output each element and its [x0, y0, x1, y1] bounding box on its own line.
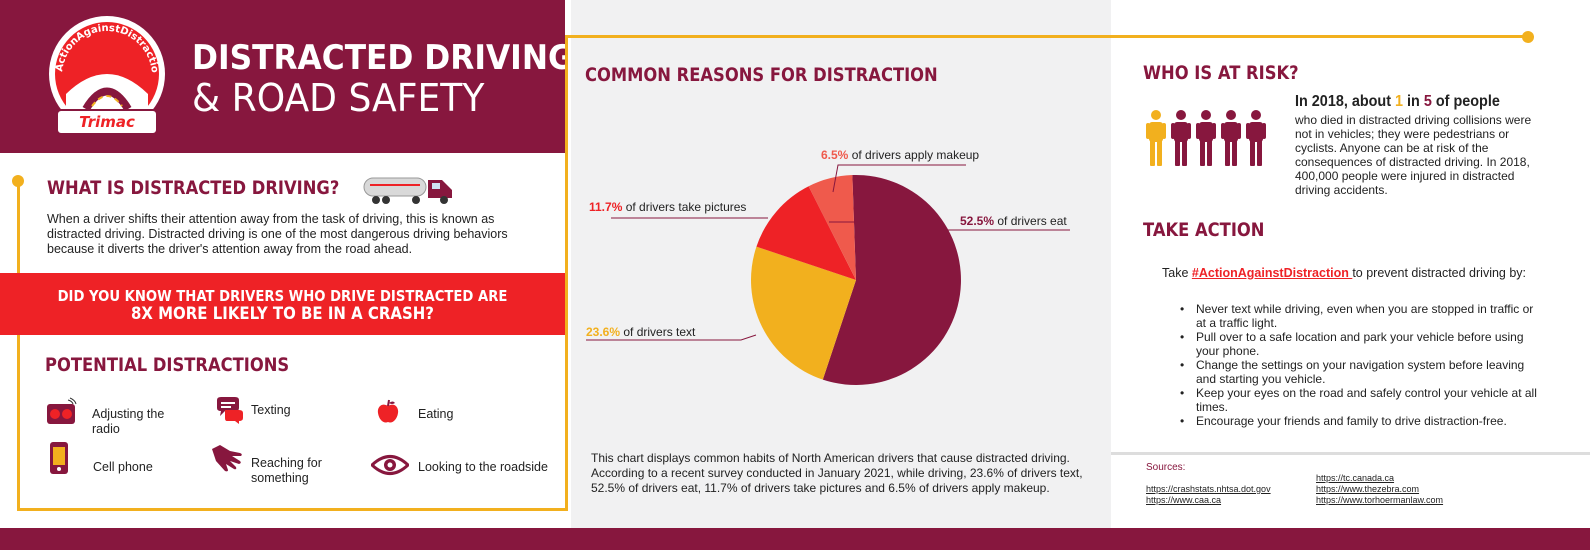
gold-dot-left — [12, 175, 24, 187]
risk-stat-headline: In 2018, about 1 in 5 of people — [1295, 93, 1500, 110]
page-title-line1: DISTRACTED DRIVING — [192, 38, 574, 78]
take-action-list: Never text while driving, even when you … — [1180, 302, 1540, 430]
take-action-intro: Take #ActionAgainstDistraction to preven… — [1162, 266, 1527, 280]
distraction-label-texting: Texting — [251, 403, 291, 417]
did-you-know-line2: 8X MORE LIKELY TO BE IN A CRASH? — [131, 304, 434, 324]
distraction-label-cell-phone: Cell phone — [93, 460, 153, 474]
pie-slice-pictures — [756, 186, 856, 280]
distraction-label-roadside: Looking to the roadside — [418, 460, 548, 474]
pie-label-pictures: 11.7% of drivers take pictures — [589, 200, 747, 214]
gold-frame-bottom — [17, 508, 568, 511]
leader-line-texting — [586, 334, 757, 341]
person-icon — [1221, 110, 1241, 166]
tanker-truck-icon — [363, 177, 452, 204]
chat-bubbles-icon — [217, 397, 243, 424]
sources-label: Sources: — [1146, 462, 1186, 473]
distraction-pie-chart — [586, 164, 1070, 385]
list-item: Encourage your friends and family to dri… — [1180, 414, 1540, 429]
take-action-heading: TAKE ACTION — [1143, 219, 1265, 241]
action-against-distraction-logo: #ActionAgainstDistraction Trimac — [46, 14, 165, 135]
risk-body: who died in distracted driving collision… — [1295, 113, 1532, 197]
pie-slice-makeup — [808, 175, 856, 280]
pie-label-eat: 52.5% of drivers eat — [960, 214, 1067, 228]
gold-frame-vertical — [565, 35, 568, 510]
who-is-at-risk-heading: WHO IS AT RISK? — [1143, 62, 1299, 84]
people-icons — [1146, 110, 1266, 166]
source-link-thezebra[interactable]: https://www.thezebra.com — [1316, 484, 1420, 494]
list-item: Pull over to a safe location and park yo… — [1180, 330, 1540, 358]
person-icon — [1171, 110, 1191, 166]
list-item: Never text while driving, even when you … — [1180, 302, 1540, 330]
list-item: Change the settings on your navigation s… — [1180, 358, 1540, 386]
source-link-nhtsa[interactable]: https://crashstats.nhtsa.dot.gov — [1146, 484, 1271, 494]
person-icon — [1246, 110, 1266, 166]
pie-label-text: 23.6% of drivers text — [586, 325, 696, 339]
what-is-heading: WHAT IS DISTRACTED DRIVING? — [47, 177, 340, 199]
page-title-line2: & ROAD SAFETY — [192, 76, 485, 120]
eye-icon — [371, 455, 409, 475]
leader-line-makeup — [832, 164, 966, 193]
gold-frame-top — [565, 35, 1528, 38]
did-you-know-line1: DID YOU KNOW THAT DRIVERS WHO DRIVE DIST… — [57, 287, 508, 305]
potential-distractions-heading: POTENTIAL DISTRACTIONS — [45, 354, 290, 376]
distraction-label-radio: Adjusting the radio — [92, 407, 165, 436]
source-link-tc[interactable]: https://tc.canada.ca — [1316, 473, 1395, 483]
pie-slice-eat — [822, 174, 961, 385]
source-link-caa[interactable]: https://www.caa.ca — [1146, 495, 1222, 505]
what-is-body: When a driver shifts their attention awa… — [47, 212, 508, 256]
common-reasons-heading: COMMON REASONS FOR DISTRACTION — [585, 64, 938, 86]
logo-brand-text: Trimac — [79, 113, 135, 131]
person-icon — [1196, 110, 1216, 166]
source-link-torhoerman[interactable]: https://www.torhoermanlaw.com — [1316, 495, 1444, 505]
footer-bar — [0, 528, 1590, 550]
reaching-hand-icon — [212, 445, 242, 472]
distraction-label-eating: Eating — [418, 407, 454, 421]
distraction-label-reaching: Reaching for something — [251, 456, 322, 485]
sources-box — [1111, 452, 1590, 528]
person-icon-highlighted — [1146, 110, 1166, 166]
apple-icon — [377, 399, 399, 423]
list-item: Keep your eyes on the road and safely co… — [1180, 386, 1540, 414]
gold-dot-right — [1522, 31, 1534, 43]
chart-explanation: This chart displays common habits of Nor… — [591, 451, 1083, 495]
radio-icon — [47, 397, 77, 424]
cell-phone-icon — [50, 442, 68, 474]
action-hashtag-link[interactable]: #ActionAgainstDistraction — [1191, 266, 1353, 280]
gold-frame-left — [17, 181, 20, 510]
pie-slice-text — [751, 246, 856, 380]
pie-label-makeup: 6.5% of drivers apply makeup — [821, 148, 980, 162]
did-you-know-banner: DID YOU KNOW THAT DRIVERS WHO DRIVE DIST… — [0, 273, 565, 335]
